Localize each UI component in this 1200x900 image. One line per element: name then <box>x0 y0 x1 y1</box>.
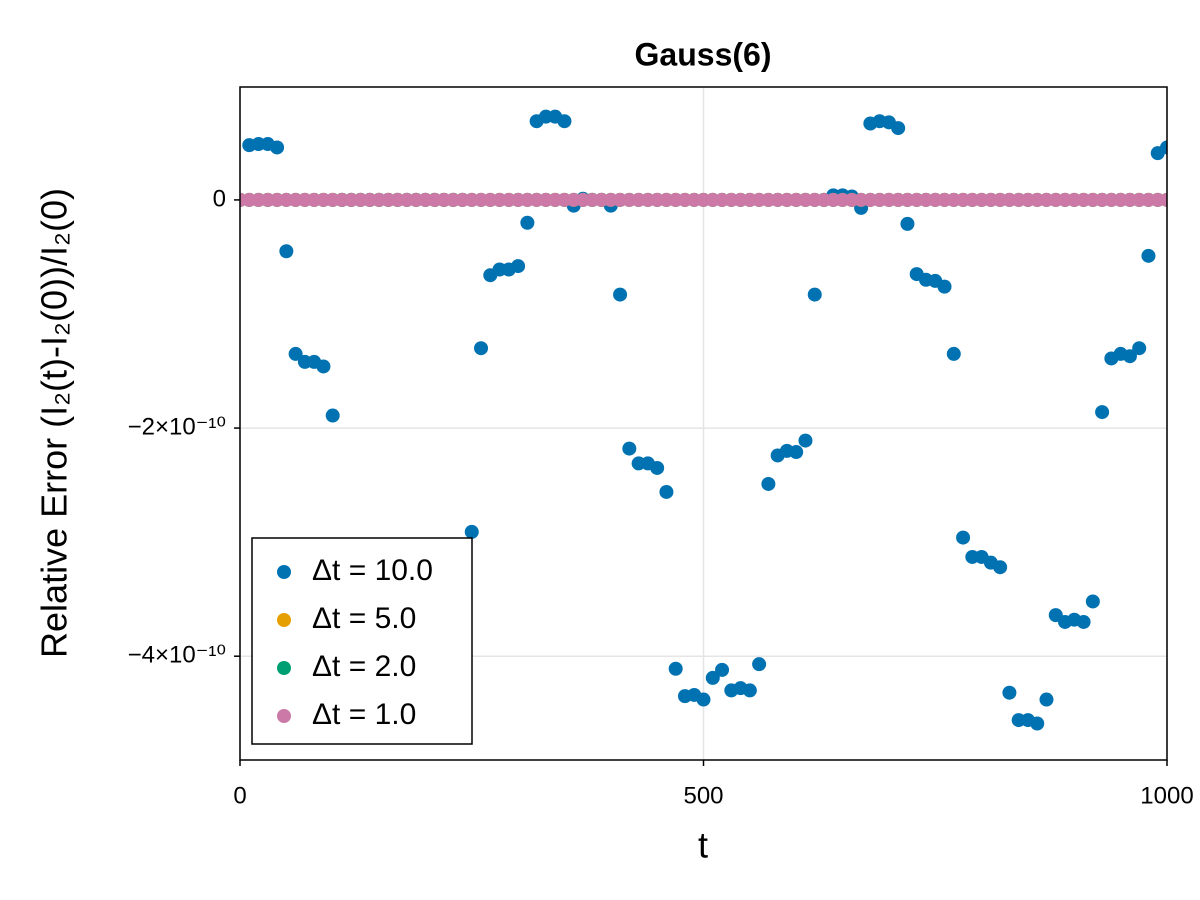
point <box>1085 594 1100 609</box>
legend-label: Δt = 1.0 <box>312 698 416 731</box>
x-tick-label: 0 <box>233 782 246 809</box>
point <box>807 287 822 302</box>
point <box>613 287 628 302</box>
point <box>742 683 757 698</box>
y-tick-label: 0 <box>213 185 226 212</box>
chart-title: Gauss(6) <box>635 36 772 72</box>
plot-area <box>240 109 1167 731</box>
point <box>761 476 776 491</box>
point <box>1132 341 1147 356</box>
point <box>1160 140 1167 155</box>
legend-label: Δt = 10.0 <box>312 554 433 587</box>
point <box>557 114 572 129</box>
point <box>993 560 1008 575</box>
point <box>696 692 711 707</box>
point <box>464 524 479 539</box>
point <box>937 279 952 294</box>
point <box>789 445 804 460</box>
point <box>705 670 720 685</box>
legend-label: Δt = 5.0 <box>312 602 416 635</box>
point <box>650 460 665 475</box>
point <box>325 408 340 423</box>
point <box>511 259 526 274</box>
point <box>668 661 683 676</box>
point <box>946 346 961 361</box>
point <box>288 346 303 361</box>
legend-marker <box>277 565 291 579</box>
legend-marker <box>277 661 291 675</box>
point <box>1160 192 1167 207</box>
point <box>1122 349 1137 364</box>
point <box>1039 692 1054 707</box>
point <box>1076 614 1091 629</box>
point <box>891 121 906 136</box>
point <box>752 657 767 672</box>
point <box>520 215 535 230</box>
legend-marker <box>277 709 291 723</box>
point <box>1002 685 1017 700</box>
point <box>622 441 637 456</box>
y-axis-label: Relative Error (I₂(t)-I₂(0))/I₂(0) <box>34 188 75 658</box>
y-tick-label: −4×10⁻¹⁰ <box>128 642 226 669</box>
x-axis-label: t <box>698 825 708 866</box>
point <box>1095 405 1110 420</box>
point <box>715 662 730 677</box>
legend-label: Δt = 2.0 <box>312 650 416 683</box>
point <box>279 244 294 259</box>
point <box>900 216 915 231</box>
point <box>659 484 674 499</box>
plot-frame <box>239 86 1168 761</box>
x-tick-label: 1000 <box>1140 782 1193 809</box>
x-tick-label: 500 <box>683 782 723 809</box>
point <box>956 530 971 545</box>
point <box>1030 716 1045 731</box>
point <box>798 433 813 448</box>
y-tick-label: −2×10⁻¹⁰ <box>128 413 226 440</box>
point <box>270 140 285 155</box>
legend-marker <box>277 613 291 627</box>
point <box>1141 248 1156 263</box>
point <box>474 341 489 356</box>
point <box>316 359 331 374</box>
